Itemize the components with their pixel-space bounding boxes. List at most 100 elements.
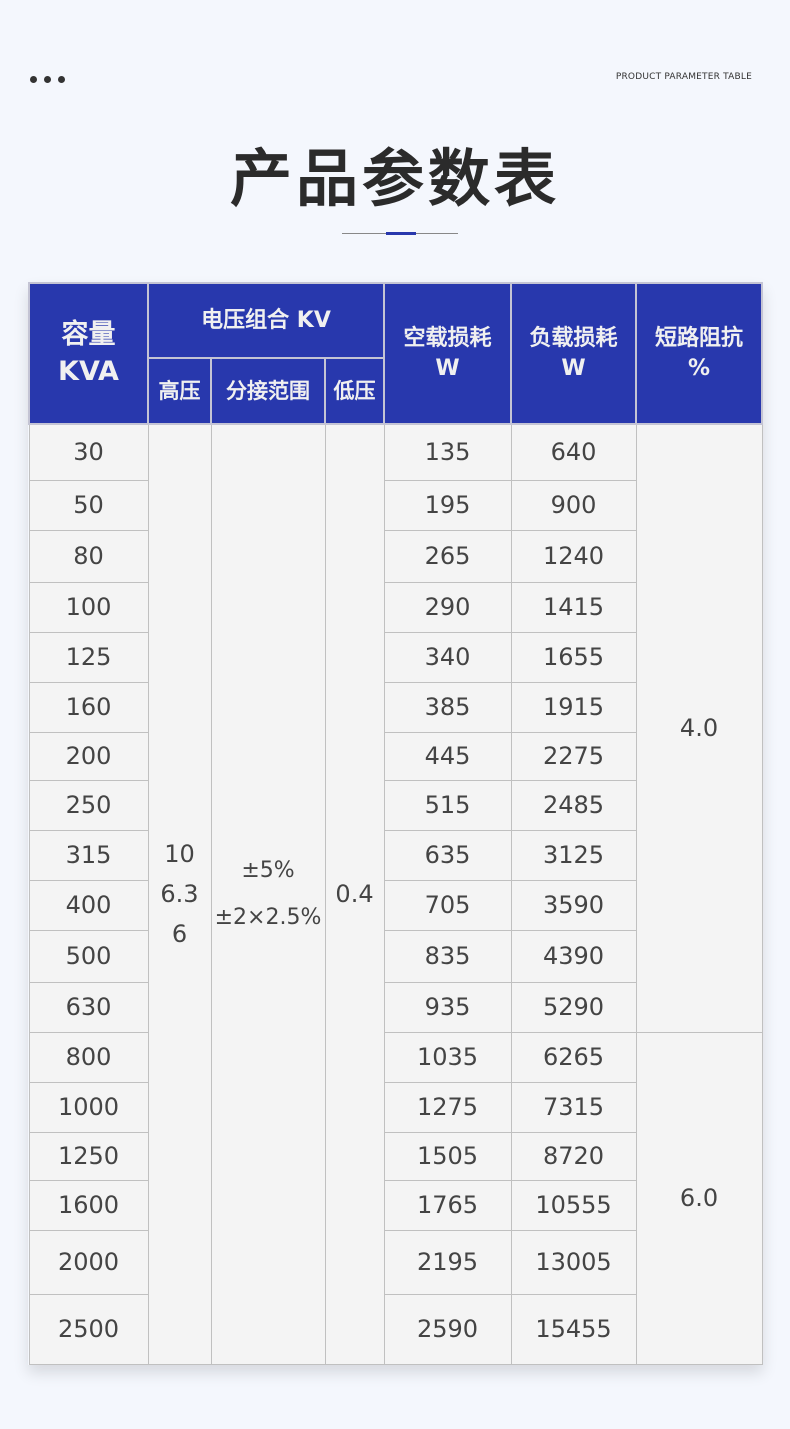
hv-cell: 10 6.3 6 [147,423,212,1365]
no-load-cell: 2590 [383,1293,512,1365]
load-cell: 4390 [510,929,637,983]
no-load-cell: 835 [383,929,512,983]
capacity-cell: 800 [28,1031,149,1083]
tap-cell: ±5% ±2×2.5% [210,423,326,1365]
table-row: 200 445 2275 [28,731,762,781]
header-unit: % [687,355,711,381]
table-row: 800 1035 6265 6.0 [28,1031,763,1365]
capacity-cell: 1600 [28,1179,149,1231]
no-load-cell: 515 [383,779,512,831]
no-load-cell: 135 [383,423,512,481]
table-row: 250 515 2485 [28,779,762,831]
load-cell: 640 [510,423,637,481]
capacity-cell: 50 [28,479,149,531]
capacity-cell: 1000 [28,1081,149,1133]
header-capacity: 容量 KVA [28,282,149,425]
header-text: 负载损耗 [529,325,618,351]
no-load-cell: 635 [383,829,512,881]
header-unit: W [561,355,586,381]
load-cell: 7315 [510,1081,637,1133]
hv-value: 6.3 [160,880,199,909]
no-load-cell: 265 [383,529,512,583]
header-unit: KVA [58,355,119,387]
load-cell: 1240 [510,529,637,583]
impedance-cell: 6.0 [635,1031,763,1365]
hv-value: 10 [164,840,195,869]
capacity-cell: 100 [28,581,149,633]
header-unit: W [435,355,460,381]
load-cell: 10555 [510,1179,637,1231]
no-load-cell: 1765 [383,1179,512,1231]
load-cell: 15455 [510,1293,637,1365]
header-voltage-group: 电压组合 KV [146,282,386,359]
capacity-cell: 2500 [28,1293,149,1365]
tap-value: ±5% [241,858,295,884]
more-dots-icon [30,76,65,83]
subtitle: PRODUCT PARAMETER TABLE [615,72,752,82]
header-load: 负载损耗 W [510,282,638,425]
table-row: 315 635 3125 [28,829,762,881]
load-cell: 3590 [510,879,637,931]
no-load-cell: 445 [383,731,512,781]
table-row: 2500 2590 15455 [28,1293,762,1365]
load-cell: 900 [510,479,637,531]
impedance-cell: 4.0 [635,423,763,1033]
table-row: 1250 1505 8720 [28,1131,762,1181]
load-cell: 13005 [510,1229,637,1295]
load-cell: 2275 [510,731,637,781]
table-row: 1600 1765 10555 [28,1179,762,1231]
title-divider [342,232,458,235]
tap-value: ±2×2.5% [214,905,322,931]
table-row: 630 935 5290 [28,981,762,1033]
header-tap: 分接范围 [210,357,326,425]
table-row: 400 705 3590 [28,879,762,931]
no-load-cell: 290 [383,581,512,633]
capacity-cell: 125 [28,631,149,683]
table-row: 80 265 1240 [28,529,762,583]
load-cell: 1915 [510,681,637,733]
capacity-cell: 80 [28,529,149,583]
table-row: 500 835 4390 [28,929,762,983]
load-cell: 1655 [510,631,637,683]
table-row: 30 10 6.3 6 ±5% ±2×2.5% 0.4 135 640 4.0 [28,423,763,1365]
no-load-cell: 1505 [383,1131,512,1181]
page-title: 产品参数表 [229,142,560,215]
no-load-cell: 1035 [383,1031,512,1083]
load-cell: 2485 [510,779,637,831]
capacity-cell: 250 [28,779,149,831]
capacity-cell: 200 [28,731,149,781]
no-load-cell: 1275 [383,1081,512,1133]
header-lv: 低压 [323,357,386,425]
capacity-cell: 315 [28,829,149,881]
parameter-table: 容量 KVA 电压组合 KV 空载损耗 W 负载损耗 W 短路阻抗% 高压 分接范围 … [28,282,764,1365]
header-hv: 高压 [147,357,212,425]
load-cell: 6265 [510,1031,637,1083]
no-load-cell: 195 [383,479,512,531]
capacity-cell: 630 [28,981,149,1033]
table-row: 2000 2195 13005 [28,1229,762,1295]
table-row: 50 195 900 [28,479,762,531]
header-text: 容量 [61,319,116,351]
load-cell: 8720 [510,1131,637,1181]
no-load-cell: 935 [383,981,512,1033]
table-row: 100 290 1415 [28,581,762,633]
capacity-cell: 160 [28,681,149,733]
no-load-cell: 340 [383,631,512,683]
table-row: 125 340 1655 [28,631,762,683]
header-no-load: 空载损耗 W [383,282,513,425]
header-impedance: 短路阻抗% [635,282,764,425]
header-text: 空载损耗 [403,325,492,351]
lv-cell: 0.4 [324,423,385,1365]
hv-value: 6 [171,920,188,949]
load-cell: 1415 [510,581,637,633]
no-load-cell: 2195 [383,1229,512,1295]
header-text: 短路阻抗 [655,325,744,351]
load-cell: 5290 [510,981,637,1033]
no-load-cell: 705 [383,879,512,931]
capacity-cell: 400 [28,879,149,931]
capacity-cell: 30 [28,423,149,481]
load-cell: 3125 [510,829,637,881]
capacity-cell: 2000 [28,1229,149,1295]
capacity-cell: 500 [28,929,149,983]
